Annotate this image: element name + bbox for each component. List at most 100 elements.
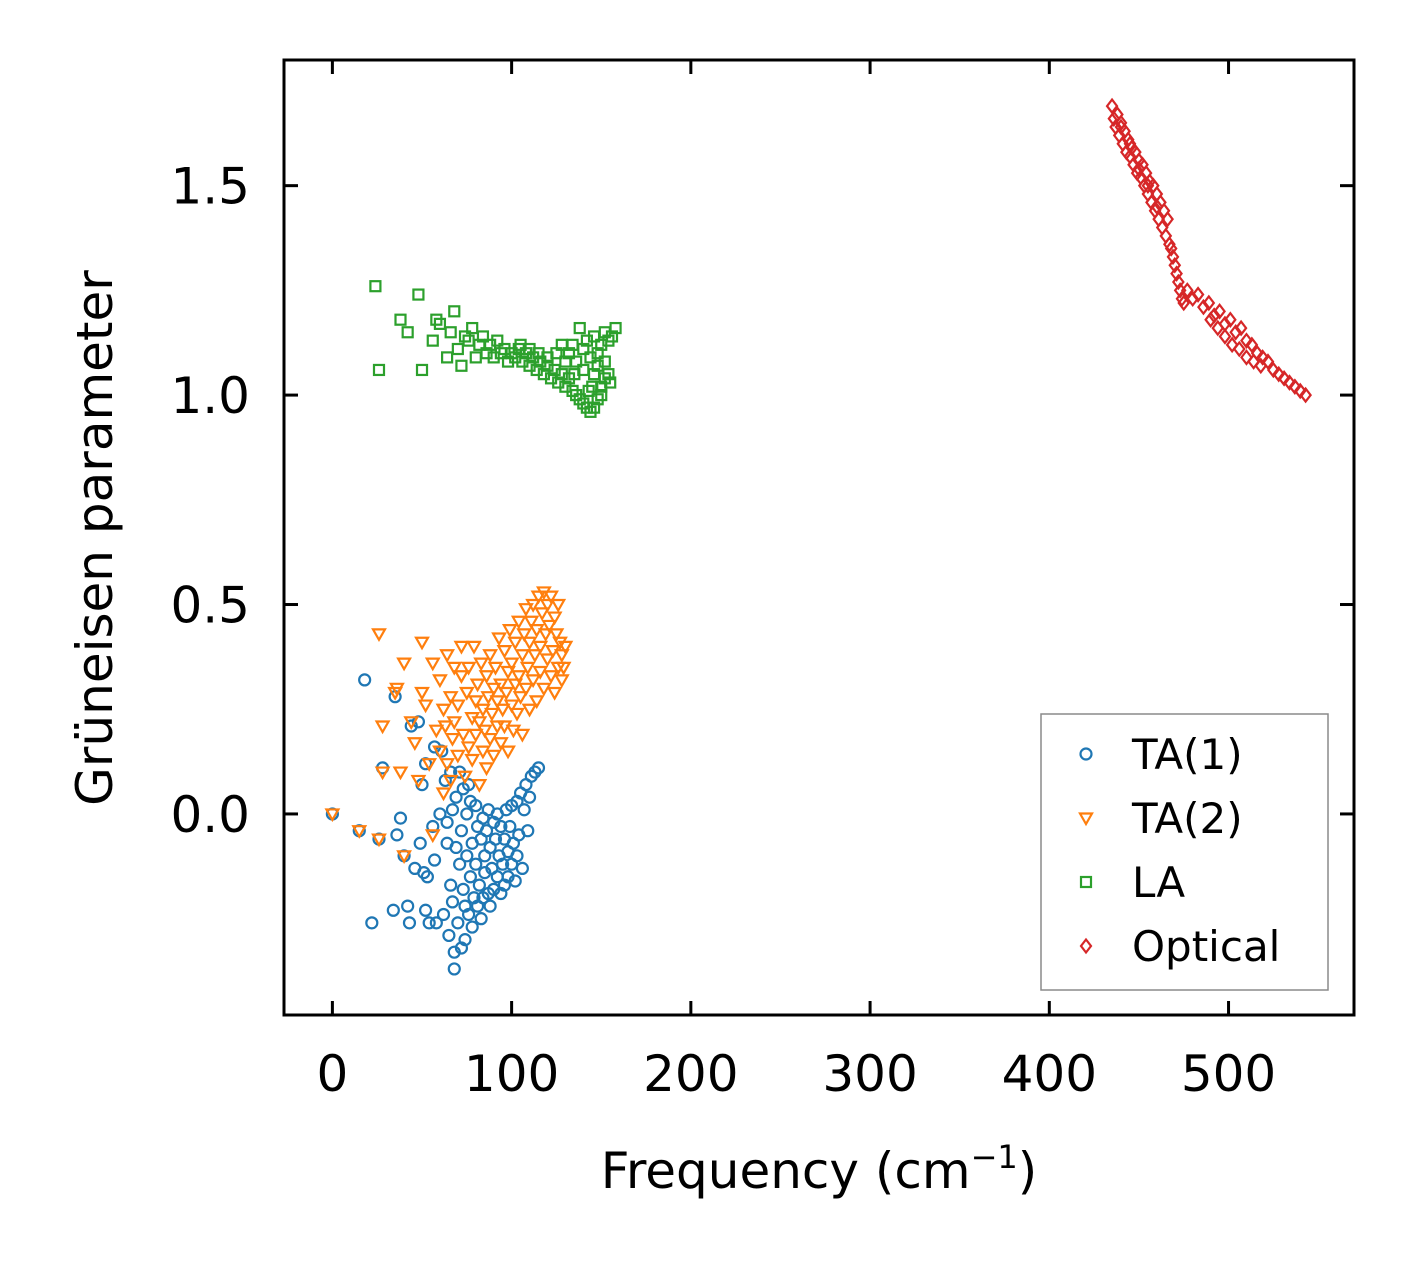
data-point: [451, 342, 464, 356]
data-point: [602, 368, 615, 381]
data-point: [417, 699, 434, 714]
data-point: [489, 695, 506, 710]
data-point: [426, 819, 440, 834]
data-point: [453, 640, 470, 655]
data-point: [1105, 97, 1119, 115]
data-point: [389, 682, 405, 697]
data-point: [449, 749, 466, 764]
data-point: [1288, 378, 1302, 396]
data-point: [1293, 382, 1307, 400]
data-point: [437, 720, 454, 735]
data-point: [539, 598, 556, 613]
data-point: [424, 657, 441, 672]
x-axis-label-suffix: ): [1018, 1142, 1038, 1200]
y-tick-label: 0.5: [170, 577, 250, 635]
data-point: [432, 674, 448, 689]
data-point: [550, 598, 567, 613]
data-point: [415, 363, 429, 377]
data-point: [485, 682, 502, 697]
data-point: [1186, 290, 1200, 308]
data-point: [485, 749, 502, 764]
data-point: [449, 699, 466, 714]
data-point: [582, 384, 595, 397]
legend-marker: [1079, 747, 1093, 761]
x-tick-label: 300: [822, 1045, 917, 1103]
data-point: [527, 649, 543, 663]
x-axis-label-superscript: −1: [971, 1138, 1018, 1176]
data-point: [1141, 177, 1155, 194]
data-point: [465, 920, 479, 934]
data-point: [469, 798, 483, 813]
data-point: [412, 288, 425, 301]
data-point: [429, 916, 443, 930]
data-point: [449, 790, 463, 804]
data-point: [1240, 349, 1253, 366]
data-point: [447, 962, 461, 976]
data-point: [528, 695, 545, 710]
data-point: [482, 732, 499, 747]
data-point: [402, 916, 417, 930]
data-point: [422, 916, 436, 930]
data-point: [390, 828, 404, 842]
data-point: [460, 661, 477, 676]
data-point: [474, 912, 488, 926]
series-optical: [1105, 97, 1312, 404]
data-point: [413, 836, 427, 850]
data-point: [525, 674, 542, 689]
data-point: [1171, 273, 1185, 291]
data-point: [446, 661, 463, 676]
data-point: [472, 878, 486, 892]
series-ta-1-: [325, 673, 546, 976]
data-point: [386, 903, 400, 917]
data-point: [393, 811, 408, 825]
tick-labels: 0 100 200 300 400 500 0.0 0.5 1.0 1.5: [170, 158, 1276, 1103]
data-point: [509, 707, 525, 722]
data-point: [518, 603, 534, 617]
data-point: [559, 355, 572, 368]
legend-label: Optical: [1132, 922, 1280, 971]
legend-label: LA: [1132, 858, 1185, 907]
data-point: [436, 907, 451, 922]
data-point: [421, 758, 438, 772]
data-point: [1161, 210, 1174, 228]
data-point: [508, 874, 522, 888]
data-point: [523, 615, 540, 630]
y-tick-label: 1.5: [170, 158, 250, 216]
data-point: [1197, 298, 1210, 316]
data-point: [595, 388, 608, 402]
data-point: [537, 628, 554, 643]
data-point: [394, 313, 407, 326]
data-point: [1240, 332, 1253, 349]
x-tick-label: 400: [1002, 1045, 1097, 1103]
data-point: [449, 840, 463, 855]
data-point: [358, 673, 372, 687]
data-point: [507, 636, 524, 651]
data-point: [469, 857, 483, 871]
data-point: [440, 351, 454, 364]
data-point: [543, 590, 559, 605]
data-point: [484, 707, 500, 722]
data-point: [467, 695, 484, 710]
data-point: [492, 678, 509, 693]
data-point: [453, 857, 467, 871]
data-point: [514, 338, 527, 351]
data-point: [439, 649, 455, 663]
data-point: [605, 330, 619, 343]
data-point: [420, 870, 434, 884]
data-point: [517, 803, 531, 817]
data-point: [469, 678, 486, 693]
data-point: [539, 653, 556, 668]
data-point: [587, 401, 601, 414]
data-point: [521, 636, 538, 651]
data-point: [410, 774, 427, 789]
data-point: [473, 657, 490, 672]
data-point: [433, 317, 447, 330]
data-point: [462, 907, 476, 922]
data-point: [466, 321, 479, 335]
data-point: [532, 640, 549, 655]
data-point: [512, 691, 529, 705]
data-point: [458, 686, 475, 701]
data-point: [510, 849, 524, 863]
data-point: [496, 857, 510, 871]
data-point: [518, 682, 534, 697]
